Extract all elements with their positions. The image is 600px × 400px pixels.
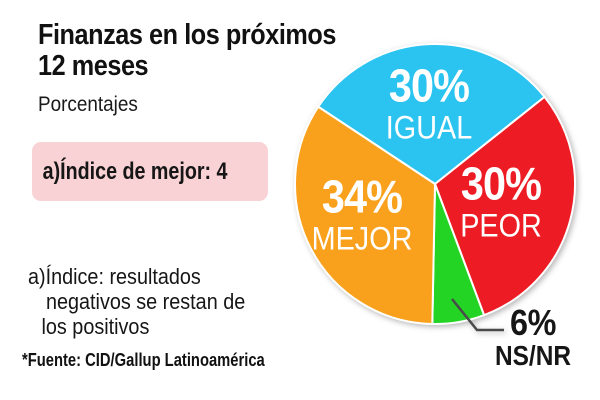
title-line-2: 12 meses (38, 50, 149, 82)
source-credit: *Fuente: CID/Gallup Latinoamérica (22, 350, 265, 370)
footnote: a)Índice: resultados negativos se restan… (28, 264, 245, 339)
pie-slice-peor (434, 95, 576, 317)
footnote-line: negativos se restan de (46, 289, 246, 314)
pie-chart-svg (294, 43, 576, 332)
pie-slice-igual (317, 43, 546, 185)
index-highlight-box: a)Índice de mejor: 4 (32, 142, 268, 201)
footnote-line: los positivos (41, 314, 150, 339)
title-line-1: Finanzas en los próximos (38, 19, 337, 51)
page-title: Finanzas en los próximos 12 meses (38, 20, 336, 82)
footnote-line: a)Índice: resultados (28, 264, 201, 289)
index-box-text: a)Índice de mejor: 4 (42, 157, 228, 185)
chart-subtitle: Porcentajes (38, 93, 138, 116)
callout-line (451, 298, 504, 332)
pie-slice-mejor (294, 105, 436, 325)
